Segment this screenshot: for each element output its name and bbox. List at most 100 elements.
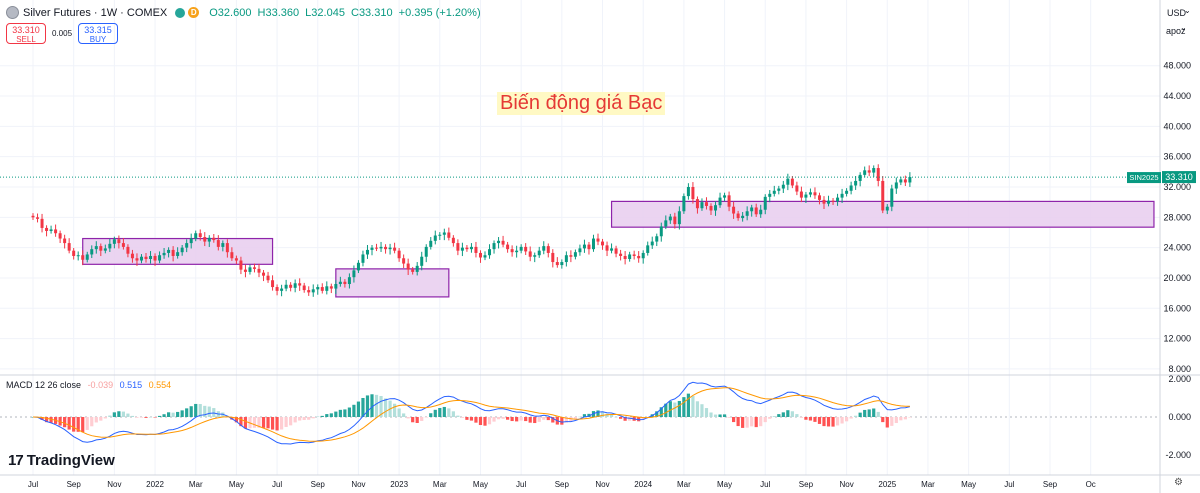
- candle-body: [478, 252, 482, 258]
- macd-histogram-bar: [329, 413, 333, 417]
- candle-body: [894, 182, 898, 189]
- price-tick-label: 16.000: [1163, 303, 1191, 313]
- candle-body: [799, 191, 803, 198]
- close-value: C33.310: [351, 6, 393, 19]
- tradingview-logo[interactable]: 17 TradingView: [8, 452, 115, 469]
- macd-histogram-bar: [609, 414, 614, 417]
- macd-histogram-bar: [117, 411, 121, 417]
- macd-histogram-bar: [76, 417, 80, 432]
- macd-legend[interactable]: MACD 12 26 close -0.039 0.515 0.554: [6, 380, 171, 390]
- macd-histogram-bar: [257, 417, 261, 428]
- macd-histogram-bar: [424, 417, 428, 418]
- macd-tick-label: 2.000: [1168, 374, 1191, 384]
- symbol-title[interactable]: Silver Futures · 1W · COMEX: [23, 6, 168, 19]
- time-tick-label: Sep: [555, 480, 570, 489]
- candle-body: [438, 234, 442, 236]
- macd-histogram-bar: [881, 417, 885, 423]
- candle-body: [257, 268, 261, 273]
- macd-histogram-bar: [379, 395, 383, 417]
- macd-histogram-bar: [754, 417, 758, 428]
- macd-histogram-bar: [808, 417, 813, 421]
- macd-histogram-bar: [587, 413, 591, 417]
- sell-button[interactable]: 33.310 SELL: [6, 23, 46, 44]
- macd-histogram-bar: [447, 408, 451, 417]
- candle-body: [704, 202, 708, 206]
- macd-histogram-bar: [370, 394, 374, 417]
- macd-histogram-bar: [732, 417, 736, 423]
- macd-histogram-bar: [560, 417, 564, 425]
- candle-body: [361, 254, 365, 263]
- macd-histogram-bar: [194, 403, 198, 417]
- candle-body: [763, 196, 767, 210]
- candle-body: [465, 247, 469, 250]
- candle-body: [90, 249, 94, 255]
- macd-histogram-bar: [167, 412, 171, 417]
- candles: [31, 164, 912, 297]
- candle-body: [239, 260, 243, 270]
- candle-body: [492, 243, 496, 250]
- chart-annotation[interactable]: Biến động giá Bạc: [497, 92, 666, 115]
- macd-histogram-bar: [659, 407, 663, 417]
- candle-body: [343, 281, 347, 285]
- candle-body: [433, 235, 437, 241]
- candle-body: [488, 249, 492, 256]
- time-tick-label: Nov: [107, 480, 121, 489]
- macd-tick-label: -2.000: [1165, 450, 1191, 460]
- chevron-down-icon[interactable]: ⌄: [1180, 23, 1187, 32]
- candle-body: [320, 287, 324, 291]
- macd-histogram-bar: [682, 397, 686, 417]
- candle-body: [144, 256, 148, 260]
- chevron-down-icon[interactable]: ⌄: [1184, 6, 1191, 15]
- macd-histogram-bar: [311, 417, 315, 419]
- buy-label: BUY: [89, 35, 107, 44]
- candle-body: [519, 246, 523, 251]
- macd-histogram-bar: [695, 401, 700, 417]
- macd-histogram-bar: [596, 410, 600, 417]
- macd-histogram-bar: [600, 411, 605, 417]
- scale-mode-selector[interactable]: apoz: [1166, 26, 1186, 36]
- macd-histogram-bar: [573, 417, 577, 420]
- candle-body: [158, 255, 162, 261]
- candle-body: [49, 229, 53, 231]
- candle-body: [420, 256, 424, 266]
- candle-body: [451, 237, 455, 244]
- candle-body: [474, 246, 478, 253]
- macd-histogram-bar: [890, 417, 894, 426]
- macd-histogram-bar: [239, 417, 243, 427]
- macd-histogram-bar: [804, 417, 808, 420]
- time-tick-label: 2023: [390, 480, 408, 489]
- candle-body: [203, 237, 207, 242]
- macd-histogram-bar: [854, 415, 858, 417]
- candle-body: [230, 252, 234, 259]
- candle-body: [99, 246, 103, 251]
- macd-histogram-bar: [44, 417, 49, 423]
- macd-histogram-bar: [781, 412, 785, 417]
- macd-histogram-bar: [393, 403, 397, 417]
- macd-histogram-bar: [298, 417, 302, 421]
- macd-histogram-bar: [903, 417, 907, 420]
- time-tick-label: Mar: [677, 480, 691, 489]
- candle-body: [216, 240, 220, 247]
- macd-histogram-bar: [307, 417, 311, 420]
- macd-histogram-bar: [320, 415, 324, 417]
- macd-histogram-bar: [623, 417, 627, 421]
- currency-selector[interactable]: USD: [1167, 8, 1187, 18]
- gear-icon[interactable]: ⚙: [1174, 477, 1183, 488]
- macd-histogram-bar: [867, 409, 871, 417]
- macd-histogram-bar: [157, 415, 162, 417]
- macd-histogram-bar: [402, 413, 406, 417]
- delayed-badge: D: [188, 7, 200, 18]
- candle-body: [248, 267, 252, 272]
- macd-histogram-bar: [289, 417, 293, 426]
- time-tick-label: Nov: [595, 480, 609, 489]
- ohlc-values: O32.600 H33.360 L32.045 C33.310 +0.395 (…: [209, 7, 483, 19]
- buy-button[interactable]: 33.315 BUY: [78, 23, 119, 44]
- macd-histogram-bar: [135, 417, 139, 418]
- macd-histogram-bar: [266, 417, 270, 429]
- candle-body: [262, 272, 266, 276]
- macd-histogram-bar: [415, 417, 419, 423]
- time-tick-label: 2025: [878, 480, 896, 489]
- candle-body: [365, 249, 369, 255]
